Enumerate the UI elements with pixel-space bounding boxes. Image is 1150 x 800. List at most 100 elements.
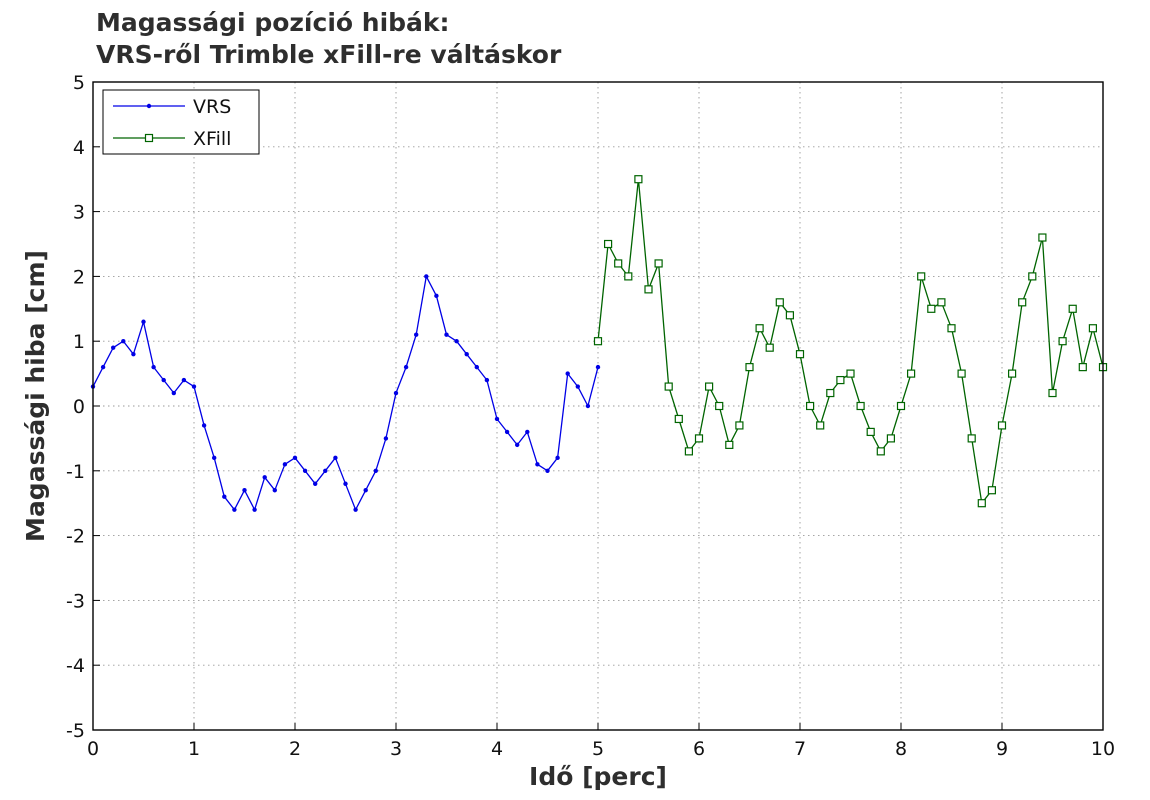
data-point-vrs [545, 468, 550, 473]
y-tick-label: -2 [66, 526, 85, 548]
data-point-xfill [775, 298, 784, 307]
x-tick-label: 8 [895, 738, 907, 760]
data-point-vrs [585, 403, 591, 409]
y-tick-label: 2 [73, 266, 85, 288]
x-tick-label: 10 [1091, 738, 1115, 760]
data-point-vrs [212, 455, 217, 461]
data-point-xfill [997, 421, 1007, 430]
data-point-xfill [856, 401, 865, 411]
data-point-xfill [603, 239, 613, 249]
y-tick-label: -4 [66, 655, 85, 677]
data-point-vrs [575, 384, 580, 389]
x-tick-label: 2 [289, 738, 301, 760]
data-point-vrs [181, 377, 187, 383]
data-point-xfill [866, 427, 875, 437]
chart-title-line-1: Magassági pozíció hibák: [96, 8, 450, 37]
x-tick-label: 1 [188, 738, 200, 760]
x-tick-label: 6 [693, 738, 705, 760]
legend-marker-vrs [146, 103, 152, 109]
data-point-vrs [242, 488, 247, 493]
data-point-vrs [151, 364, 156, 370]
data-point-xfill [694, 434, 704, 443]
data-point-xfill [795, 350, 805, 359]
legend-marker-xfill [144, 133, 154, 143]
data-point-vrs [100, 364, 106, 370]
y-tick-label: 3 [73, 202, 85, 224]
data-point-vrs [515, 442, 520, 448]
data-point-xfill [624, 272, 633, 281]
x-axis-label: Idő [perc] [529, 762, 667, 791]
series-vrs [90, 274, 601, 512]
data-point-xfill [765, 343, 774, 352]
legend: VRS XFill [102, 89, 260, 155]
data-point-xfill [876, 447, 885, 456]
data-point-vrs [292, 455, 298, 461]
series-xfill [593, 175, 1108, 508]
series-layer [90, 175, 1108, 512]
data-point-xfill [654, 259, 663, 268]
x-tick-label: 5 [592, 738, 604, 760]
x-tick-label: 9 [996, 738, 1008, 760]
data-point-xfill [937, 298, 946, 307]
data-point-xfill [927, 304, 936, 313]
data-point-vrs [323, 468, 328, 473]
data-point-xfill [805, 401, 815, 411]
data-point-xfill [906, 369, 916, 378]
y-axis-label: Magassági hiba [cm] [21, 250, 50, 542]
data-point-vrs [272, 488, 277, 493]
data-point-vrs [232, 507, 237, 512]
x-tick-label: 0 [87, 738, 99, 760]
data-point-vrs [313, 481, 318, 486]
data-point-xfill [957, 369, 966, 378]
data-point-xfill [664, 382, 673, 391]
data-point-vrs [393, 390, 399, 396]
data-point-xfill [1038, 233, 1047, 242]
x-tick-label: 3 [390, 738, 402, 760]
data-point-xfill [715, 401, 724, 411]
legend-label-vrs: VRS [193, 96, 231, 118]
data-point-xfill [614, 259, 623, 268]
grid-lines [93, 82, 1103, 730]
data-point-xfill [1068, 304, 1077, 313]
data-point-vrs [484, 377, 490, 383]
data-point-vrs [383, 436, 389, 441]
data-point-vrs [363, 488, 368, 493]
data-point-vrs [131, 351, 136, 357]
data-point-vrs [414, 332, 419, 337]
data-point-vrs [444, 332, 449, 337]
data-point-vrs [262, 475, 267, 480]
data-point-vrs [474, 364, 479, 370]
data-point-xfill [816, 421, 825, 430]
data-point-xfill [1028, 272, 1037, 281]
data-point-vrs [525, 429, 530, 435]
data-point-vrs [424, 274, 429, 279]
legend-label-xfill: XFill [193, 128, 231, 150]
data-point-xfill [745, 363, 754, 372]
data-point-vrs [494, 416, 500, 422]
data-point-vrs [111, 345, 116, 350]
y-tick-label: -1 [66, 461, 85, 483]
data-point-xfill [704, 382, 714, 391]
data-point-vrs [222, 494, 227, 499]
data-point-xfill [987, 486, 997, 495]
data-point-vrs [373, 468, 378, 473]
data-point-vrs [555, 455, 560, 461]
data-point-xfill [1078, 363, 1087, 372]
series-line-vrs [92, 275, 599, 511]
y-tick-label: 5 [73, 72, 85, 94]
data-point-xfill [886, 434, 896, 443]
data-point-xfill [755, 324, 764, 333]
data-point-vrs [141, 319, 146, 324]
data-point-xfill [593, 337, 603, 346]
data-point-vrs [464, 351, 469, 357]
data-point-xfill [1018, 298, 1027, 307]
data-point-xfill [725, 440, 734, 449]
data-point-vrs [535, 462, 540, 467]
legend-box [102, 89, 260, 155]
data-point-xfill [1048, 388, 1057, 398]
data-point-vrs [353, 507, 358, 512]
data-point-xfill [1007, 369, 1017, 378]
x-tick-label: 4 [491, 738, 503, 760]
data-point-vrs [565, 371, 570, 376]
data-point-xfill [634, 175, 643, 184]
